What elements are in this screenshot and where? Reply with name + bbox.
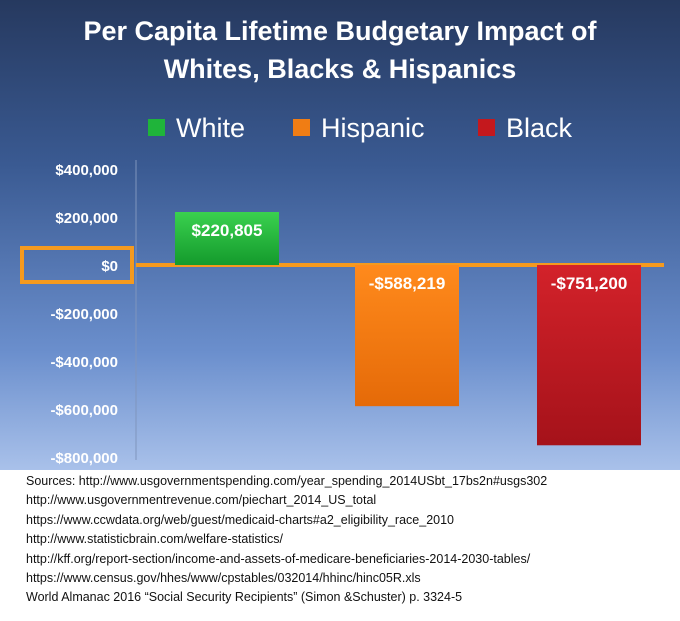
chart-subtitle: Whites, Blacks & Hispanics <box>164 54 517 84</box>
legend-label: Black <box>506 113 573 143</box>
y-tick-label: -$400,000 <box>50 354 118 371</box>
chart-title: Per Capita Lifetime Budgetary Impact of <box>83 16 597 46</box>
source-line: https://www.census.gov/hhes/www/cpstable… <box>26 571 421 586</box>
legend-label: White <box>176 113 245 143</box>
data-label: $220,805 <box>192 221 263 240</box>
source-line: http://www.statisticbrain.com/welfare-st… <box>26 532 284 547</box>
source-line: Sources: http://www.usgovernmentspending… <box>26 474 548 488</box>
legend: White Hispanic Black <box>148 113 573 143</box>
y-tick-label: $400,000 <box>55 162 118 179</box>
y-tick-label: -$600,000 <box>50 402 118 419</box>
source-line: http://www.usgovernmentrevenue.com/piech… <box>26 493 377 508</box>
y-tick-label: -$800,000 <box>50 450 118 467</box>
bar <box>537 265 641 446</box>
legend-label: Hispanic <box>321 113 425 143</box>
sources-list: Sources: http://www.usgovernmentspending… <box>26 472 676 608</box>
legend-swatch <box>293 119 310 136</box>
bar <box>175 212 279 265</box>
zero-highlight-box <box>20 246 134 284</box>
source-line: World Almanac 2016 “Social Security Reci… <box>26 590 463 605</box>
data-label: -$751,200 <box>551 274 628 293</box>
source-line: http://kff.org/report-section/income-and… <box>26 551 531 566</box>
legend-swatch <box>148 119 165 136</box>
source-line: https://www.ccwdata.org/web/guest/medica… <box>26 512 455 527</box>
legend-swatch <box>478 119 495 136</box>
y-tick-label: -$200,000 <box>50 306 118 323</box>
y-tick-label: $0 <box>101 258 118 275</box>
data-label: -$588,219 <box>369 274 446 293</box>
bars: $220,805 -$588,219 -$751,200 <box>175 212 641 446</box>
y-tick-label: $200,000 <box>55 210 118 227</box>
bar <box>355 265 459 407</box>
